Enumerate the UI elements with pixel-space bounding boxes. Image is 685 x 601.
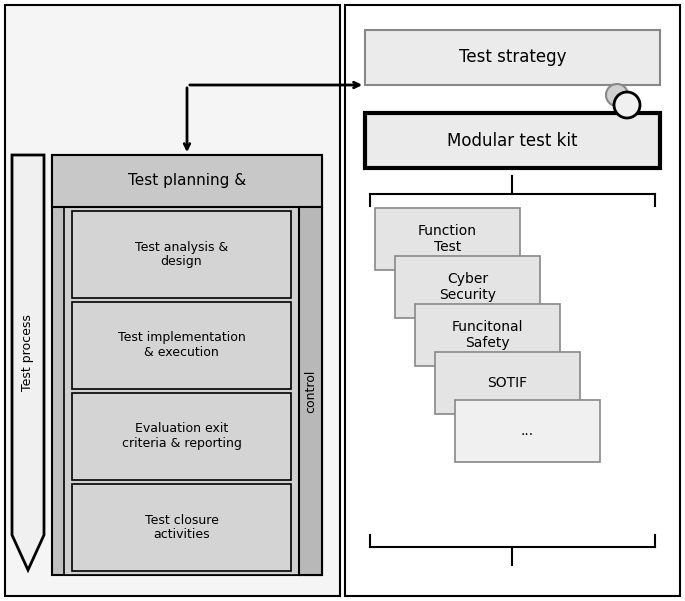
Polygon shape (12, 155, 44, 570)
Text: Test analysis &
design: Test analysis & design (135, 240, 228, 269)
Text: Cyber
Security: Cyber Security (439, 272, 496, 302)
Bar (72, 393, 291, 480)
Bar (72, 302, 291, 389)
Text: Test strategy: Test strategy (459, 49, 566, 67)
Circle shape (606, 84, 628, 106)
Bar (5, 5, 340, 596)
Bar (415, 304, 560, 366)
Bar (365, 113, 660, 168)
Bar (72, 484, 291, 571)
Text: Function
Test: Function Test (418, 224, 477, 254)
Text: Modular test kit: Modular test kit (447, 132, 577, 150)
Text: ...: ... (521, 424, 534, 438)
Bar (345, 5, 680, 596)
Bar (375, 208, 520, 270)
Bar (395, 256, 540, 318)
Bar (72, 211, 291, 298)
Text: Evaluation exit
criteria & reporting: Evaluation exit criteria & reporting (121, 423, 241, 451)
Text: Test process: Test process (21, 314, 34, 391)
Text: Test implementation
& execution: Test implementation & execution (118, 332, 245, 359)
Bar (52, 155, 322, 207)
Bar (435, 352, 580, 414)
Text: control: control (304, 369, 317, 413)
Text: Test planning &: Test planning & (128, 174, 246, 189)
Text: Funcitonal
Safety: Funcitonal Safety (451, 320, 523, 350)
Text: SOTIF: SOTIF (488, 376, 527, 390)
Bar (365, 30, 660, 85)
Bar (455, 400, 600, 462)
Bar (64, 207, 299, 575)
Bar (299, 207, 322, 575)
Circle shape (614, 92, 640, 118)
Text: Test closure
activities: Test closure activities (145, 513, 219, 542)
Bar (52, 155, 322, 575)
